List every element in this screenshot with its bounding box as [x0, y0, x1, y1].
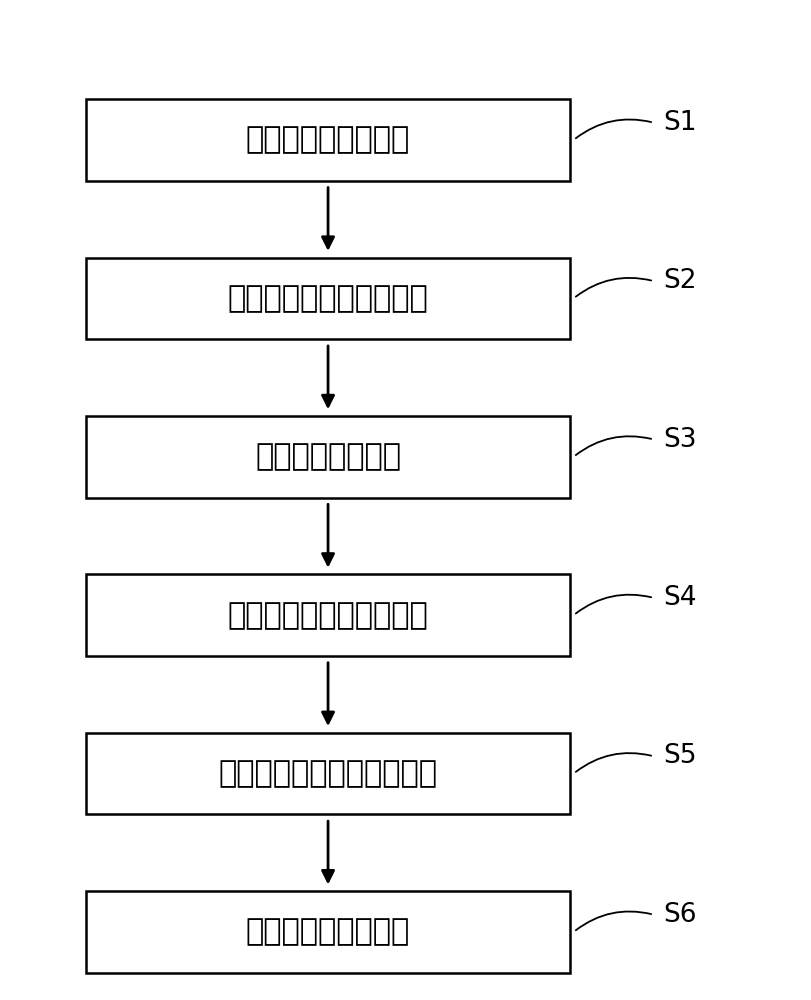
Text: S4: S4	[663, 585, 696, 611]
Bar	[86, 258, 569, 339]
Bar	[86, 99, 569, 181]
Text: 消息提交规则的设置: 消息提交规则的设置	[246, 125, 410, 154]
Text: 确保消息消费完成后再提交: 确保消息消费完成后再提交	[218, 759, 437, 788]
Text: S5: S5	[663, 743, 696, 769]
Text: S1: S1	[663, 110, 696, 136]
Text: 主题的副本数设置: 主题的副本数设置	[255, 442, 401, 471]
Text: S2: S2	[663, 268, 696, 294]
Text: 消息自动重试规则的设置: 消息自动重试规则的设置	[227, 284, 428, 313]
Bar	[86, 733, 569, 814]
Text: 消息写入副本数量的设置: 消息写入副本数量的设置	[227, 601, 428, 630]
Text: S6: S6	[663, 902, 696, 928]
Text: S3: S3	[663, 427, 696, 453]
Bar	[86, 891, 569, 973]
Bar	[86, 416, 569, 498]
Text: 多服务器的线程设置: 多服务器的线程设置	[246, 918, 410, 946]
Bar	[86, 574, 569, 656]
